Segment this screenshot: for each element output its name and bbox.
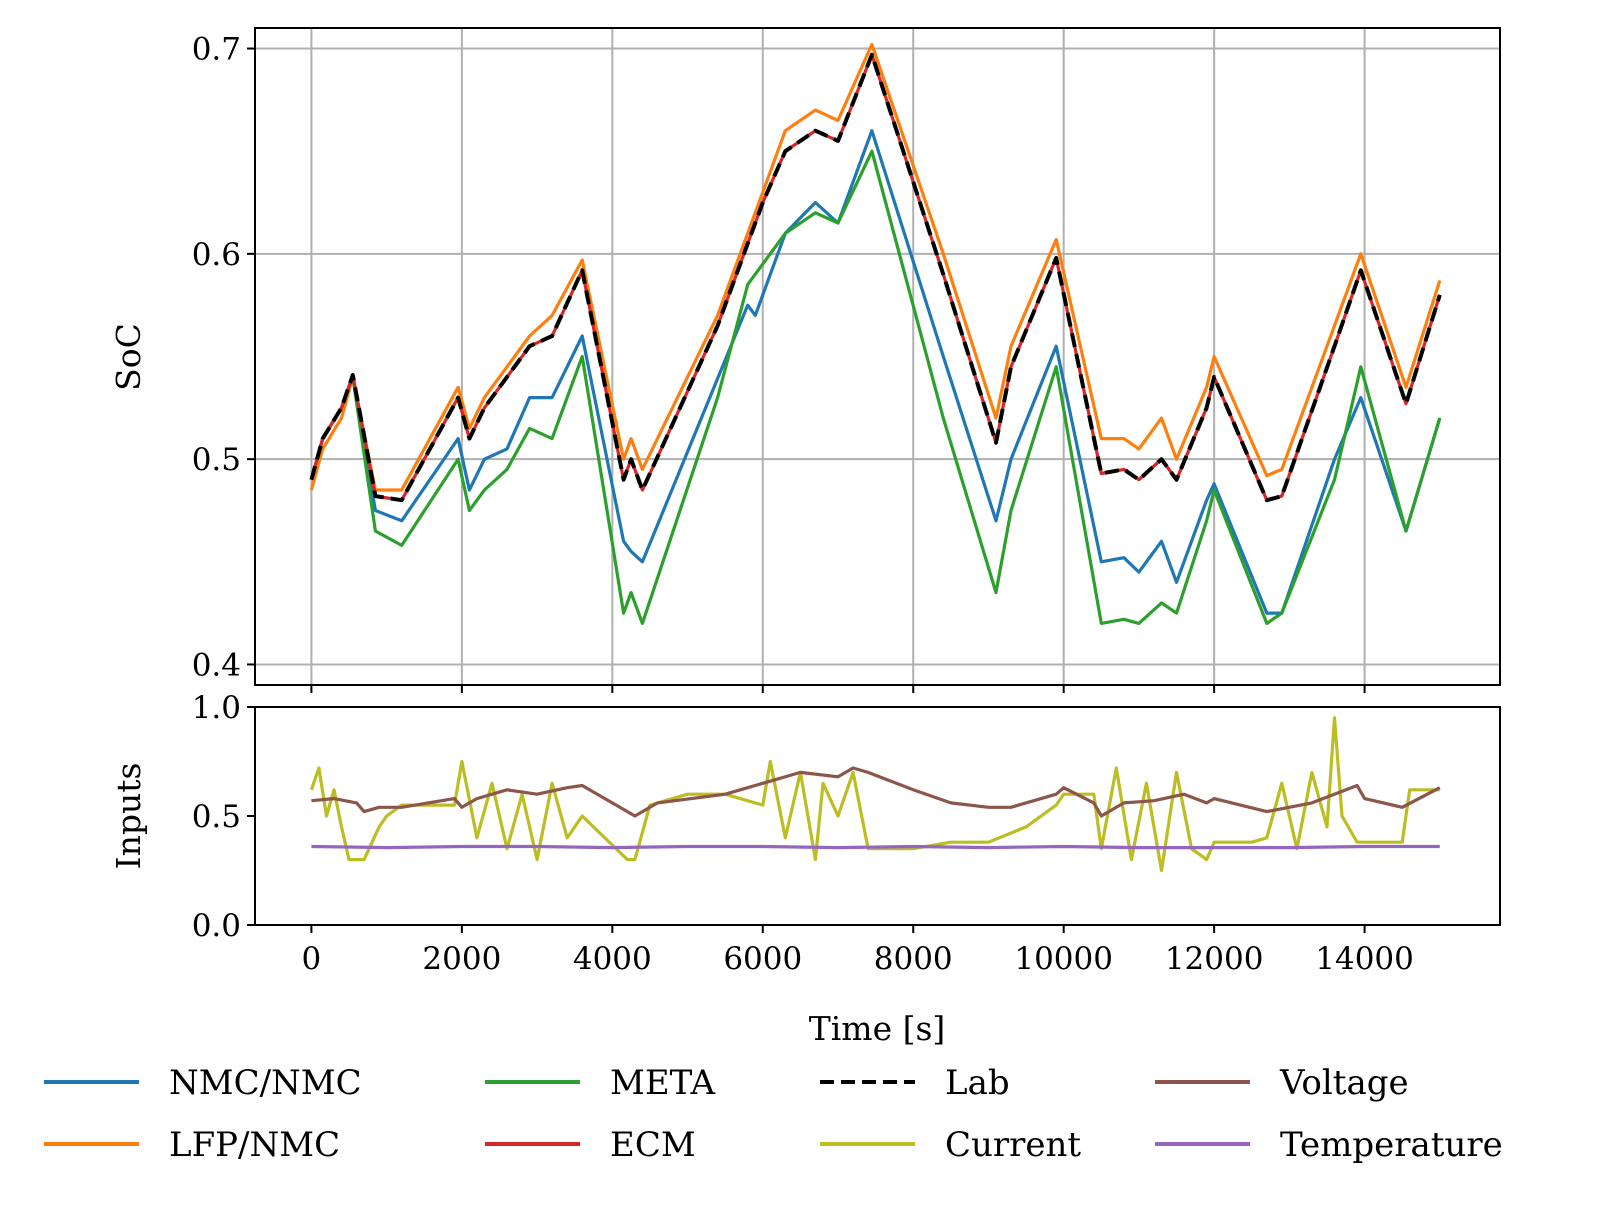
x-tick-label: 14000 (1315, 941, 1414, 977)
legend-label-meta: META (610, 1063, 715, 1103)
inputs-y-tick-label: 0.0 (192, 908, 241, 944)
legend-label-lfp-nmc: LFP/NMC (169, 1125, 340, 1165)
legend: NMC/NMC LFP/NMC META ECM Lab Current Voltage Te… (44, 1063, 1503, 1165)
soc-y-tick-label: 0.6 (192, 237, 241, 273)
soc-series (309, 42, 1442, 626)
soc-plot-frame (254, 27, 1501, 686)
soc-y-ticks: 0.4 0.5 0.6 0.7 (192, 32, 255, 683)
inputs-plot-frame (254, 706, 1501, 926)
x-tick-label: 10000 (1014, 941, 1113, 977)
x-tick-label: 2000 (422, 941, 501, 977)
legend-label-lab: Lab (945, 1063, 1010, 1103)
legend-label-current: Current (945, 1125, 1081, 1165)
soc-y-axis-label: SoC (109, 323, 148, 391)
x-tick-label: 8000 (874, 941, 953, 977)
soc-series-nmc-nmc (309, 129, 1442, 615)
legend-label-voltage: Voltage (1279, 1063, 1409, 1103)
soc-series-lfp-nmc (309, 42, 1442, 492)
soc-grid (255, 28, 1500, 685)
inputs-series-current (309, 716, 1440, 873)
inputs-series (309, 716, 1441, 873)
soc-y-tick-label: 0.7 (192, 32, 241, 68)
inputs-y-axis-label: Inputs (109, 763, 148, 870)
x-tick-label: 12000 (1165, 941, 1264, 977)
inputs-y-ticks: 0.0 0.5 1.0 (192, 690, 255, 944)
soc-y-tick-label: 0.4 (192, 647, 241, 683)
x-axis-label: Time [s] (809, 1009, 946, 1048)
inputs-panel: 0 2000 4000 6000 8000 10000 12000 14000 0.0 0.5 1… (109, 690, 1501, 1048)
x-tick-label: 6000 (723, 941, 802, 977)
inputs-series-temperature (311, 844, 1440, 850)
soc-series-ecm (309, 53, 1442, 502)
inputs-y-tick-label: 1.0 (192, 690, 241, 726)
soc-x-ticks (310, 685, 1366, 693)
legend-label-ecm: ECM (610, 1125, 696, 1165)
x-tick-label: 0 (302, 941, 322, 977)
soc-series-lab (309, 52, 1442, 503)
inputs-x-ticks: 0 2000 4000 6000 8000 10000 12000 14000 (302, 925, 1414, 977)
soc-panel: 0.4 0.5 0.6 0.7 SoC (109, 27, 1501, 693)
legend-label-nmc-nmc: NMC/NMC (169, 1063, 362, 1103)
soc-series-meta (309, 149, 1442, 626)
soc-y-tick-label: 0.5 (192, 442, 241, 478)
inputs-y-tick-label: 0.5 (192, 799, 241, 835)
x-tick-label: 4000 (573, 941, 652, 977)
inputs-series-voltage (311, 766, 1441, 818)
legend-label-temperature: Temperature (1280, 1125, 1503, 1165)
